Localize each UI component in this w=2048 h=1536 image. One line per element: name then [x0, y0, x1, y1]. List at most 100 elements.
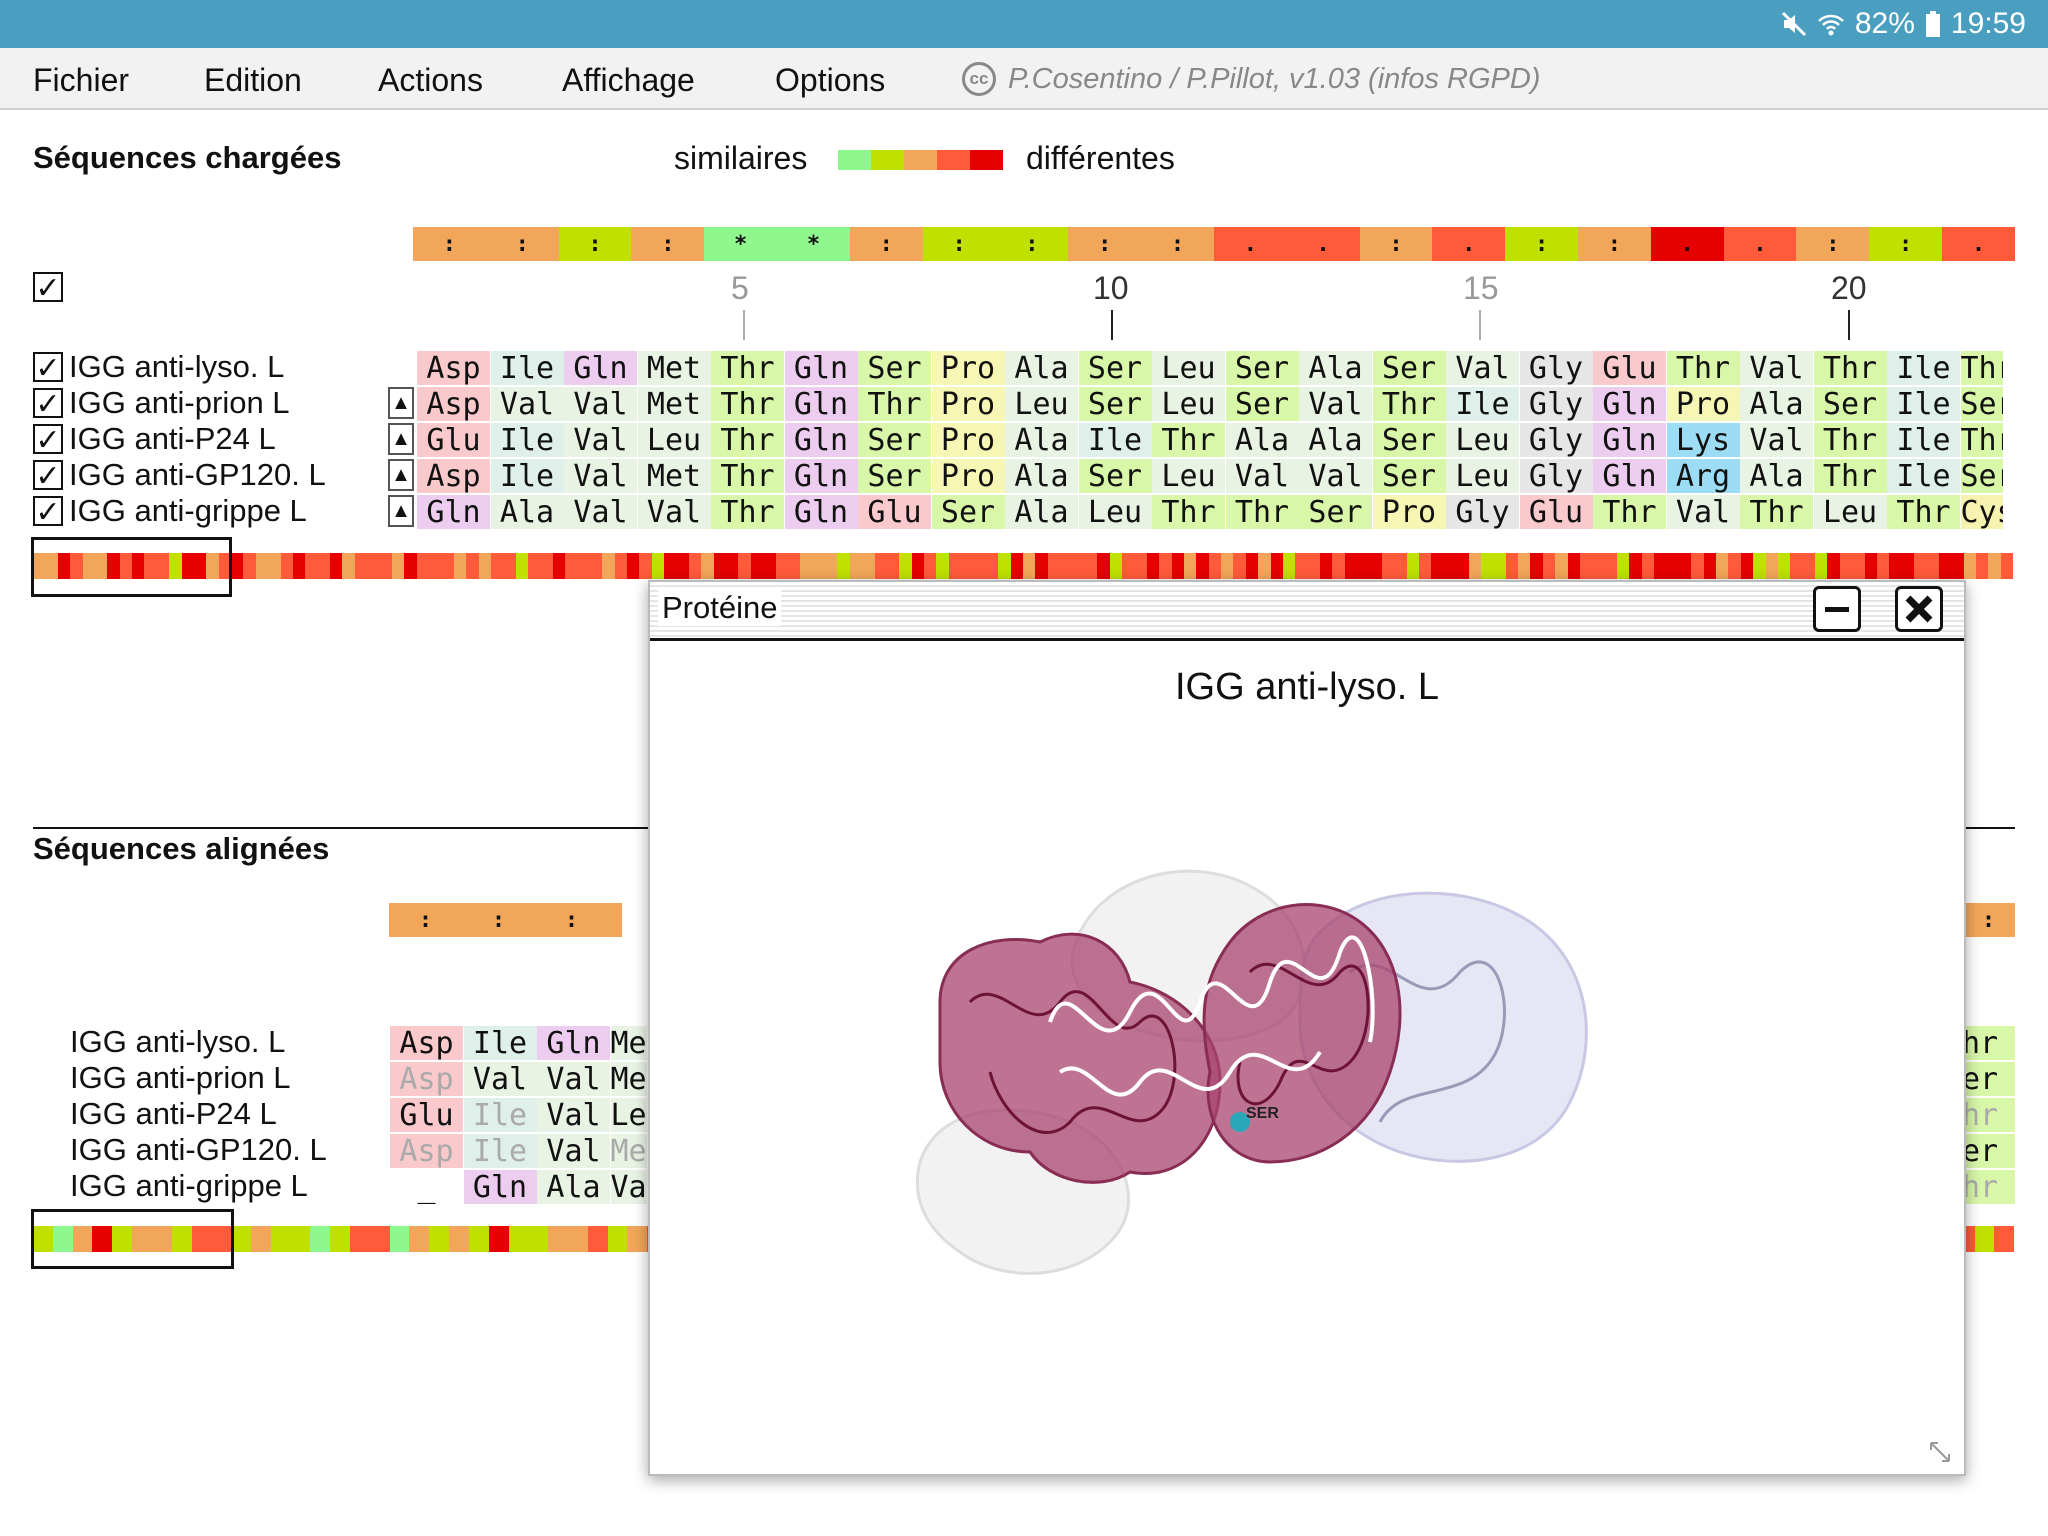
residue-cell[interactable]: Val: [564, 495, 637, 529]
residue-cell[interactable]: Gln: [564, 351, 637, 385]
protein-3d-view[interactable]: SER: [900, 822, 1600, 1302]
residue-cell[interactable]: Thr: [711, 459, 784, 493]
aligned-residue-cell[interactable]: Ile: [463, 1098, 537, 1132]
residue-cell[interactable]: Gly: [1519, 387, 1593, 421]
residue-cell[interactable]: Val: [1225, 459, 1299, 493]
residue-cell[interactable]: Glu: [1519, 495, 1593, 529]
aligned-residue-cell[interactable]: Ile: [463, 1026, 537, 1060]
sequence-checkbox[interactable]: ✓: [33, 460, 63, 492]
residue-cell[interactable]: Ile: [1887, 351, 1960, 385]
residue-cell[interactable]: Ser: [1960, 387, 2003, 421]
residue-cell[interactable]: Thr: [1152, 495, 1225, 529]
aligned-residue-cell[interactable]: Gln: [537, 1026, 610, 1060]
aligned-residue-cell[interactable]: Ala: [537, 1170, 610, 1204]
residue-cell[interactable]: Asp: [417, 387, 490, 421]
residue-cell[interactable]: Ala: [1005, 423, 1078, 457]
aligned-residue-cell[interactable]: Asp: [390, 1026, 463, 1060]
aligned-residue-cell[interactable]: Me: [610, 1062, 647, 1096]
residue-cell[interactable]: Cys: [1960, 495, 2003, 529]
aligned-residue-cell[interactable]: hr: [1962, 1026, 2015, 1060]
residue-cell[interactable]: Ala: [1740, 459, 1813, 493]
residue-cell[interactable]: Ile: [1887, 423, 1960, 457]
aligned-residue-cell[interactable]: Val: [537, 1098, 610, 1132]
resize-icon[interactable]: [1928, 1440, 1952, 1464]
move-up-button[interactable]: ▲: [388, 495, 414, 527]
move-up-button[interactable]: ▲: [388, 423, 414, 455]
residue-cell[interactable]: Gly: [1446, 495, 1519, 529]
residue-cell[interactable]: Ile: [1887, 387, 1960, 421]
residue-cell[interactable]: Thr: [1593, 495, 1666, 529]
residue-cell[interactable]: Leu: [1005, 387, 1078, 421]
residue-cell[interactable]: Gln: [784, 459, 858, 493]
menu-options[interactable]: Options: [775, 62, 886, 98]
residue-cell[interactable]: Pro: [931, 387, 1005, 421]
residue-cell[interactable]: Ile: [490, 459, 564, 493]
overview-viewport-frame[interactable]: [31, 537, 232, 597]
residue-cell[interactable]: Gln: [784, 351, 858, 385]
residue-cell[interactable]: Val: [1666, 495, 1740, 529]
residue-cell[interactable]: Thr: [1152, 423, 1225, 457]
aligned-residue-cell[interactable]: er: [1962, 1134, 2015, 1168]
residue-cell[interactable]: Asp: [417, 459, 490, 493]
residue-cell[interactable]: Ala: [1005, 459, 1078, 493]
aligned-residue-cell[interactable]: Asp: [390, 1134, 463, 1168]
residue-cell[interactable]: Thr: [1813, 459, 1887, 493]
residue-cell[interactable]: Ser: [1299, 495, 1372, 529]
aligned-residue-cell[interactable]: hr: [1962, 1098, 2015, 1132]
residue-cell[interactable]: Thr: [858, 387, 931, 421]
residue-cell[interactable]: Gly: [1519, 459, 1593, 493]
residue-cell[interactable]: Leu: [1813, 495, 1887, 529]
residue-cell[interactable]: Val: [564, 423, 637, 457]
sequence-checkbox[interactable]: ✓: [33, 388, 63, 420]
dialog-title-bar[interactable]: Protéine: [650, 582, 1964, 641]
residue-cell[interactable]: Thr: [1372, 387, 1446, 421]
select-all-checkbox[interactable]: ✓: [33, 272, 63, 304]
residue-cell[interactable]: Ile: [490, 351, 564, 385]
aligned-residue-cell[interactable]: Me: [610, 1134, 647, 1168]
residue-cell[interactable]: Met: [637, 387, 711, 421]
aligned-residue-cell[interactable]: Val: [463, 1062, 537, 1096]
sequence-checkbox[interactable]: ✓: [33, 424, 63, 456]
residue-cell[interactable]: Leu: [637, 423, 711, 457]
residue-cell[interactable]: Gly: [1519, 423, 1593, 457]
credit-link[interactable]: cc P.Cosentino / P.Pillot, v1.03 (infos …: [962, 62, 1540, 96]
aligned-overview-viewport-frame[interactable]: [31, 1209, 234, 1269]
aligned-residue-cell[interactable]: Gln: [463, 1170, 537, 1204]
residue-cell[interactable]: Val: [490, 387, 564, 421]
residue-cell[interactable]: Ser: [1372, 423, 1446, 457]
residue-cell[interactable]: Thr: [711, 495, 784, 529]
residue-cell[interactable]: Val: [564, 459, 637, 493]
residue-cell[interactable]: Ile: [1887, 459, 1960, 493]
menu-edition[interactable]: Edition: [204, 62, 302, 98]
aligned-residue-cell[interactable]: hr: [1962, 1170, 2015, 1204]
residue-cell[interactable]: Ser: [1078, 387, 1152, 421]
residue-cell[interactable]: Leu: [1152, 351, 1225, 385]
residue-cell[interactable]: Thr: [1813, 423, 1887, 457]
residue-cell[interactable]: Ala: [1225, 423, 1299, 457]
aligned-residue-cell[interactable]: Va: [610, 1170, 647, 1204]
residue-cell[interactable]: Ile: [1078, 423, 1152, 457]
overview-strip[interactable]: [33, 553, 2015, 579]
residue-cell[interactable]: Leu: [1152, 387, 1225, 421]
residue-cell[interactable]: Thr: [1887, 495, 1960, 529]
residue-cell[interactable]: Ile: [1446, 387, 1519, 421]
residue-cell[interactable]: Gln: [784, 423, 858, 457]
residue-cell[interactable]: Ser: [1078, 459, 1152, 493]
aligned-residue-cell[interactable]: Me: [610, 1026, 647, 1060]
residue-cell[interactable]: Gln: [784, 387, 858, 421]
residue-cell[interactable]: Asp: [417, 351, 490, 385]
residue-cell[interactable]: Leu: [1446, 459, 1519, 493]
residue-cell[interactable]: Ser: [858, 351, 931, 385]
residue-cell[interactable]: Ala: [1005, 351, 1078, 385]
residue-cell[interactable]: Gln: [1593, 459, 1666, 493]
aligned-residue-cell[interactable]: Val: [537, 1134, 610, 1168]
residue-cell[interactable]: Ser: [1225, 387, 1299, 421]
residue-cell[interactable]: Ala: [1005, 495, 1078, 529]
residue-cell[interactable]: Ser: [1960, 459, 2003, 493]
aligned-residue-cell[interactable]: _: [390, 1170, 463, 1204]
residue-cell[interactable]: Gln: [417, 495, 490, 529]
residue-cell[interactable]: Val: [1446, 351, 1519, 385]
residue-cell[interactable]: Ser: [1372, 351, 1446, 385]
residue-cell[interactable]: Glu: [858, 495, 931, 529]
aligned-residue-cell[interactable]: Ile: [463, 1134, 537, 1168]
